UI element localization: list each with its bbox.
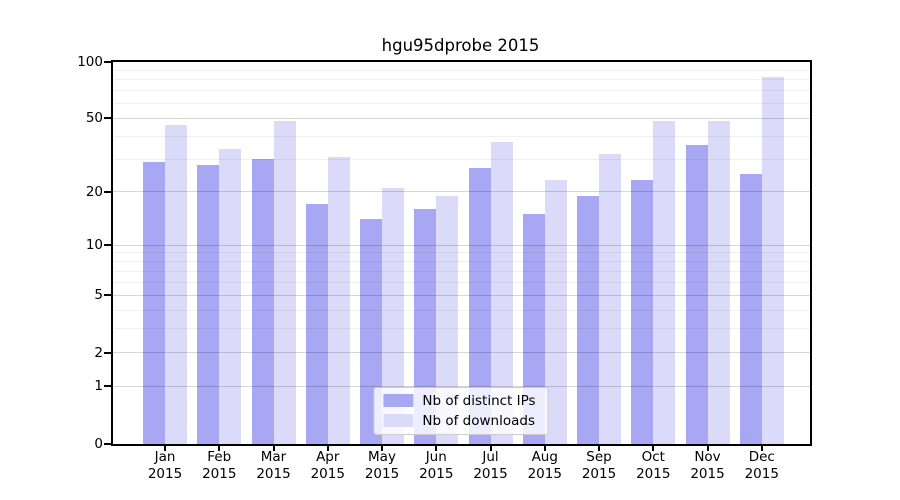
bar-ips-jul (468, 167, 491, 444)
y-tick-mark-2 (103, 351, 111, 354)
x-tick-mark-jun (435, 445, 438, 451)
legend-swatch-downloads (383, 414, 414, 427)
y-tick-mark-1 (103, 385, 111, 388)
y-tick-mark-20 (103, 190, 111, 193)
bar-ips-nov (685, 144, 708, 444)
bar-downloads-may (382, 187, 404, 444)
bar-downloads-mar (273, 121, 296, 444)
bar-ips-apr (305, 204, 328, 444)
x-tick-label-dec: Dec 2015 (744, 449, 779, 482)
x-tick-mark-apr (326, 445, 329, 451)
bar-downloads-sep (599, 154, 621, 444)
y-tick-label-2: 2 (94, 344, 103, 361)
x-tick-label-nov: Nov 2015 (690, 449, 725, 482)
x-tick-label-sep: Sep 2015 (581, 449, 617, 482)
bar-ips-oct (631, 180, 654, 444)
y-tick-label-1: 1 (94, 378, 103, 395)
x-tick-mark-oct (652, 445, 655, 451)
x-tick-label-aug: Aug 2015 (527, 449, 562, 482)
x-tick-mark-jul (489, 445, 492, 451)
bar-downloads-oct (653, 121, 676, 444)
y-tick-label-0: 0 (94, 435, 103, 452)
bar-ips-jan (143, 161, 165, 444)
legend-item-ips: Nb of distinct IPs (383, 392, 536, 409)
legend-label-downloads: Nb of downloads (422, 412, 535, 429)
bar-downloads-jan (165, 124, 187, 444)
legend-label-ips: Nb of distinct IPs (422, 392, 536, 409)
x-tick-mark-nov (706, 445, 709, 451)
bar-downloads-aug (544, 180, 567, 444)
x-tick-mark-mar (272, 445, 275, 451)
y-tick-mark-100 (103, 60, 111, 63)
bar-downloads-feb (219, 149, 242, 444)
y-tick-mark-50 (103, 117, 111, 120)
bar-ips-sep (577, 195, 599, 444)
bar-ips-aug (522, 214, 545, 444)
legend: Nb of distinct IPs Nb of downloads (373, 386, 549, 435)
bar-downloads-dec (761, 76, 784, 444)
x-tick-mark-jan (164, 445, 166, 451)
bars-layer (113, 62, 810, 444)
y-tick-label-100: 100 (77, 53, 103, 70)
plot-area: Nb of distinct IPs Nb of downloads (110, 59, 812, 446)
y-tick-label-50: 50 (85, 110, 103, 127)
legend-swatch-ips (383, 394, 414, 407)
y-tick-mark-10 (103, 244, 111, 247)
y-tick-label-10: 10 (85, 237, 103, 254)
x-tick-mark-sep (598, 445, 600, 451)
x-tick-label-may: May 2015 (364, 449, 400, 482)
bar-downloads-nov (707, 121, 730, 444)
legend-item-downloads: Nb of downloads (383, 413, 535, 429)
x-tick-label-jul: Jul 2015 (473, 449, 508, 482)
x-tick-label-oct: Oct 2015 (636, 449, 671, 482)
bar-ips-mar (251, 159, 274, 444)
bar-downloads-jul (490, 142, 513, 444)
x-tick-label-jan: Jan 2015 (147, 449, 183, 482)
bar-downloads-jun (436, 195, 459, 444)
bar-downloads-apr (327, 156, 350, 444)
y-tick-mark-5 (103, 294, 111, 297)
bar-ips-feb (197, 164, 220, 444)
bar-ips-dec (739, 173, 762, 444)
y-tick-mark-0 (103, 442, 111, 445)
y-tick-label-20: 20 (85, 183, 103, 200)
x-tick-mark-aug (543, 445, 546, 451)
chart-title: hgu95dprobe 2015 (381, 36, 540, 55)
x-tick-mark-dec (760, 445, 763, 451)
x-tick-label-mar: Mar 2015 (256, 449, 291, 482)
x-tick-mark-feb (218, 445, 221, 451)
bar-ips-jun (414, 209, 437, 444)
y-tick-label-5: 5 (94, 287, 103, 304)
x-tick-label-feb: Feb 2015 (202, 449, 237, 482)
x-tick-label-jun: Jun 2015 (419, 449, 454, 482)
x-tick-label-apr: Apr 2015 (310, 449, 345, 482)
x-tick-mark-may (381, 445, 383, 451)
